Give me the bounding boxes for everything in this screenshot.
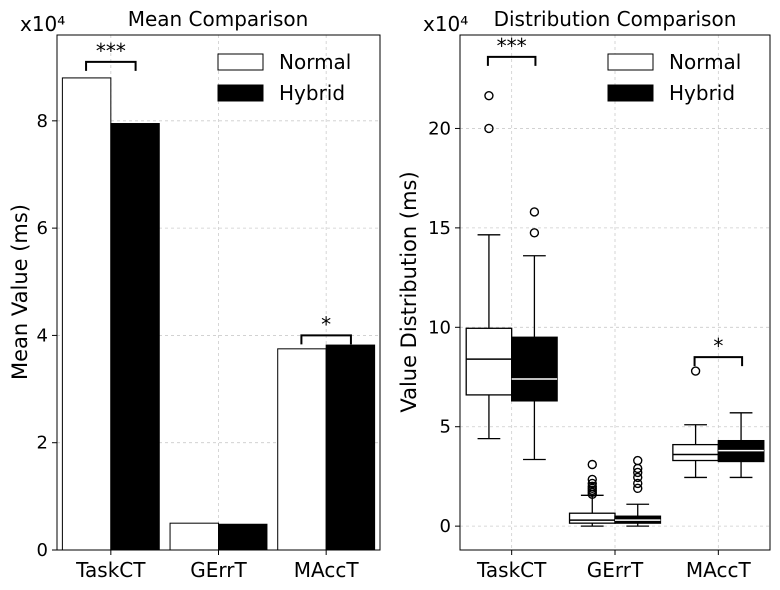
- mean-bar-hybrid: [218, 523, 268, 551]
- mean-y-axis-label: Mean Value (ms): [8, 204, 32, 380]
- distribution-legend-label-normal: Normal: [669, 50, 741, 74]
- mean-legend: Normal Hybrid: [217, 50, 351, 105]
- distribution-box-normal-outlier: [484, 90, 494, 101]
- mean-bar-normal: [169, 522, 220, 551]
- distribution-significance-label: ***: [497, 34, 527, 58]
- mean-significance-bracket: [85, 60, 137, 71]
- mean-significance-label: *: [321, 312, 331, 336]
- mean-significance-bracket: [300, 334, 352, 345]
- distribution-significance-bracket: [486, 55, 537, 66]
- distribution-significance-label: *: [713, 334, 723, 358]
- distribution-legend-swatch-normal: [607, 53, 654, 71]
- mean-y-tick-label: 2: [37, 433, 48, 454]
- distribution-box-hybrid-outlier: [633, 467, 643, 478]
- distribution-x-tick-label: GErrT: [587, 558, 644, 582]
- mean-comparison-panel: Mean Comparison x10⁴ Mean Value (ms) ***…: [8, 7, 381, 582]
- distribution-y-axis-label: Value Distribution (ms): [397, 171, 421, 412]
- mean-chart-title: Mean Comparison: [128, 7, 309, 31]
- mean-y-tick-label: 8: [37, 111, 48, 132]
- distribution-box-normal-outlier: [587, 459, 597, 470]
- distribution-gridlines: [460, 35, 770, 550]
- mean-legend-label-normal: Normal: [279, 50, 351, 74]
- mean-bar-hybrid: [110, 123, 160, 551]
- distribution-box-hybrid-outlier: [529, 228, 540, 238]
- mean-x-tick-label: MAccT: [294, 558, 360, 582]
- distribution-y-tick-label: 5: [440, 417, 451, 438]
- distribution-box-hybrid-outlier: [529, 207, 540, 217]
- mean-x-tick-label: TaskCT: [75, 558, 146, 582]
- mean-x-tick-label: GErrT: [190, 558, 247, 582]
- distribution-y-tick-label: 0: [440, 516, 451, 537]
- mean-bar-hybrid: [325, 344, 376, 551]
- mean-y-tick-label: 4: [37, 325, 48, 346]
- mean-y-tick-label: 0: [37, 540, 48, 561]
- distribution-significance-markers: ****: [486, 34, 744, 367]
- distribution-box-hybrid-outlier: [633, 478, 643, 489]
- distribution-axes: 0 5 10 15 20 TaskCT GErrT MAccT: [428, 34, 771, 582]
- mean-significance-markers: ****: [85, 39, 352, 345]
- distribution-box-hybrid-body: [511, 336, 558, 402]
- distribution-chart-title: Distribution Comparison: [494, 7, 737, 31]
- mean-plot-frame: [56, 34, 381, 551]
- mean-y-tick-label: 6: [37, 218, 48, 239]
- distribution-box-normal-body: [672, 443, 719, 462]
- distribution-box-normal-outlier: [587, 478, 597, 489]
- distribution-y-tick-label: 10: [428, 317, 451, 338]
- mean-y-multiplier: x10⁴: [20, 12, 65, 36]
- distribution-box-normal-outlier: [690, 366, 701, 376]
- distribution-box-normal-outlier: [587, 481, 597, 492]
- mean-legend-swatch-hybrid: [217, 84, 264, 102]
- distribution-box-normal-body: [465, 327, 513, 396]
- distribution-box-hybrid-outlier: [633, 483, 643, 494]
- mean-axes: 0 2 4 6 8 TaskCT GErrT MAccT: [37, 34, 381, 582]
- distribution-plot-frame: [459, 34, 771, 551]
- distribution-y-tick-label: 15: [428, 218, 451, 239]
- mean-significance-label: ***: [96, 39, 126, 63]
- mean-legend-swatch-normal: [217, 53, 264, 71]
- distribution-y-tick-label: 20: [428, 118, 451, 139]
- distribution-x-tick-label: MAccT: [686, 558, 752, 582]
- distribution-significance-bracket: [693, 356, 744, 367]
- distribution-y-multiplier: x10⁴: [423, 12, 468, 36]
- mean-bar-normal: [61, 77, 112, 551]
- mean-bar-normal: [277, 348, 327, 551]
- distribution-legend-label-hybrid: Hybrid: [669, 81, 735, 105]
- distribution-box-hybrid-outlier: [633, 472, 643, 483]
- distribution-boxes: [465, 90, 765, 527]
- distribution-box-hybrid-outlier: [633, 455, 643, 466]
- distribution-box-normal-body: [568, 512, 616, 524]
- mean-legend-label-hybrid: Hybrid: [279, 81, 345, 105]
- distribution-box-normal-outlier: [484, 123, 494, 134]
- distribution-legend: Normal Hybrid: [607, 50, 741, 105]
- distribution-legend-swatch-hybrid: [607, 84, 654, 102]
- distribution-comparison-panel: Distribution Comparison x10⁴ Value Distr…: [397, 7, 771, 582]
- distribution-x-tick-label: TaskCT: [476, 558, 547, 582]
- distribution-box-normal-outlier: [587, 474, 597, 485]
